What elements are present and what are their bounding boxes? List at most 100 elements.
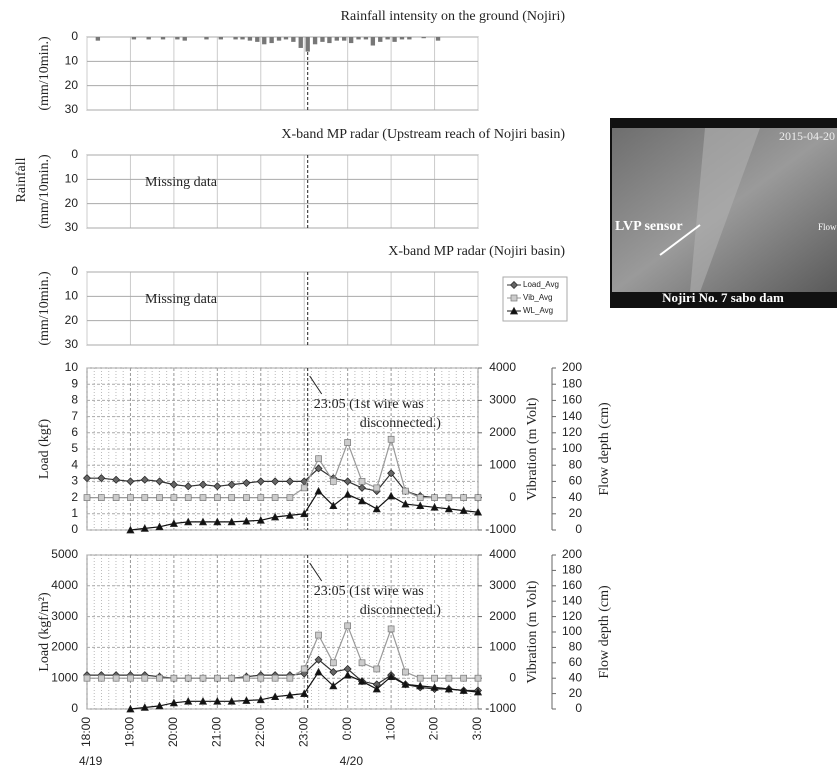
marker	[169, 519, 178, 527]
marker	[271, 692, 280, 701]
marker	[213, 494, 221, 501]
y3-axis-title: Flow depth (cm)	[597, 402, 612, 496]
marker	[300, 665, 308, 673]
marker	[169, 698, 178, 707]
marker	[329, 668, 338, 677]
y-tick-label: 4	[71, 457, 78, 471]
bar	[363, 37, 369, 40]
legend-label: Vib_Avg	[523, 293, 553, 302]
bar	[269, 37, 274, 44]
bar	[283, 37, 289, 40]
y3-tick-label: 60	[569, 655, 583, 669]
bar	[320, 37, 325, 42]
bar	[233, 37, 238, 40]
y2-axis-title: Vibration (m Volt)	[525, 580, 540, 683]
y-tick-label: 20	[65, 313, 79, 327]
bar	[392, 37, 397, 42]
y-tick-label: 10	[65, 172, 79, 186]
y2-tick-label: 0	[509, 490, 516, 504]
marker	[256, 477, 265, 486]
marker	[83, 474, 91, 483]
marker	[242, 479, 251, 488]
bar	[182, 37, 187, 41]
marker	[300, 509, 309, 518]
y3-tick-label: 160	[562, 393, 582, 407]
marker	[271, 674, 279, 682]
y-tick-label: 7	[71, 409, 78, 423]
y3-tick-label: 40	[569, 670, 583, 684]
marker	[358, 483, 366, 492]
y2-tick-label: 4000	[489, 547, 516, 561]
marker	[141, 674, 149, 682]
y-tick-label: 3	[71, 474, 78, 488]
annotation-arrow	[309, 375, 323, 395]
bar	[95, 37, 101, 41]
series-line	[87, 658, 478, 692]
annotation-arrow	[309, 562, 323, 582]
y-tick-label: 0	[71, 522, 78, 536]
y-axis-title: Load (kgf/m²)	[37, 592, 52, 672]
bar	[291, 37, 296, 42]
y2-tick-label: 1000	[489, 457, 516, 471]
y-axis-title: (mm/10min.)	[37, 154, 52, 229]
marker	[155, 522, 164, 531]
marker	[97, 674, 105, 682]
marker	[373, 484, 381, 492]
photo-stamp: 2015-04-20	[779, 129, 835, 143]
y3-tick-label: 200	[562, 360, 582, 374]
marker	[329, 659, 337, 667]
marker	[387, 435, 395, 443]
y-tick-label: 8	[71, 393, 78, 407]
y2-axis-title: Vibration (m Volt)	[525, 397, 540, 500]
marker	[285, 477, 294, 486]
bar	[356, 37, 361, 40]
marker	[431, 494, 438, 501]
annotation: disconnected.)	[360, 416, 442, 431]
marker	[127, 494, 134, 501]
marker	[227, 480, 236, 489]
marker	[97, 494, 105, 501]
marker	[473, 687, 483, 696]
marker	[387, 625, 395, 633]
y3-tick-label: 180	[562, 376, 582, 390]
marker	[140, 475, 149, 484]
photo-caption: Nojiri No. 7 sabo dam	[662, 290, 784, 305]
bar	[305, 37, 310, 52]
y-tick-label: 10	[65, 360, 79, 374]
marker	[126, 477, 135, 486]
bar	[218, 37, 223, 40]
marker	[83, 494, 91, 501]
marker	[141, 494, 149, 501]
y3-tick-label: 100	[562, 441, 582, 455]
marker	[343, 490, 352, 498]
marker	[271, 494, 279, 501]
marker	[184, 494, 192, 501]
y3-tick-label: 20	[569, 506, 583, 520]
y-axis-title: (mm/10min.)	[37, 271, 52, 346]
x-tick-label: 2:00	[427, 717, 441, 741]
marker	[344, 622, 352, 630]
marker	[198, 697, 208, 705]
marker	[184, 697, 193, 705]
bar	[407, 37, 412, 40]
marker	[315, 455, 322, 463]
bar	[327, 37, 332, 44]
date-label: 4/19	[79, 754, 103, 768]
series-line	[87, 624, 478, 679]
marker	[445, 494, 453, 501]
chart-title: Rainfall intensity on the ground (Nojiri…	[341, 9, 566, 24]
rainfall-label: Rainfall	[14, 157, 29, 202]
bar	[262, 37, 267, 45]
y-tick-label: 1	[71, 506, 78, 520]
y-tick-label: 20	[65, 78, 79, 92]
y3-axis-title: Flow depth (cm)	[597, 585, 612, 679]
marker	[112, 475, 121, 484]
annotation: disconnected.)	[360, 603, 442, 618]
marker	[357, 496, 367, 505]
y2-tick-label: 3000	[489, 393, 516, 407]
y-tick-label: 10	[65, 289, 79, 303]
y-tick-label: 0	[71, 701, 78, 715]
marker	[140, 703, 149, 711]
y3-tick-label: 60	[569, 474, 583, 488]
marker	[155, 701, 164, 710]
